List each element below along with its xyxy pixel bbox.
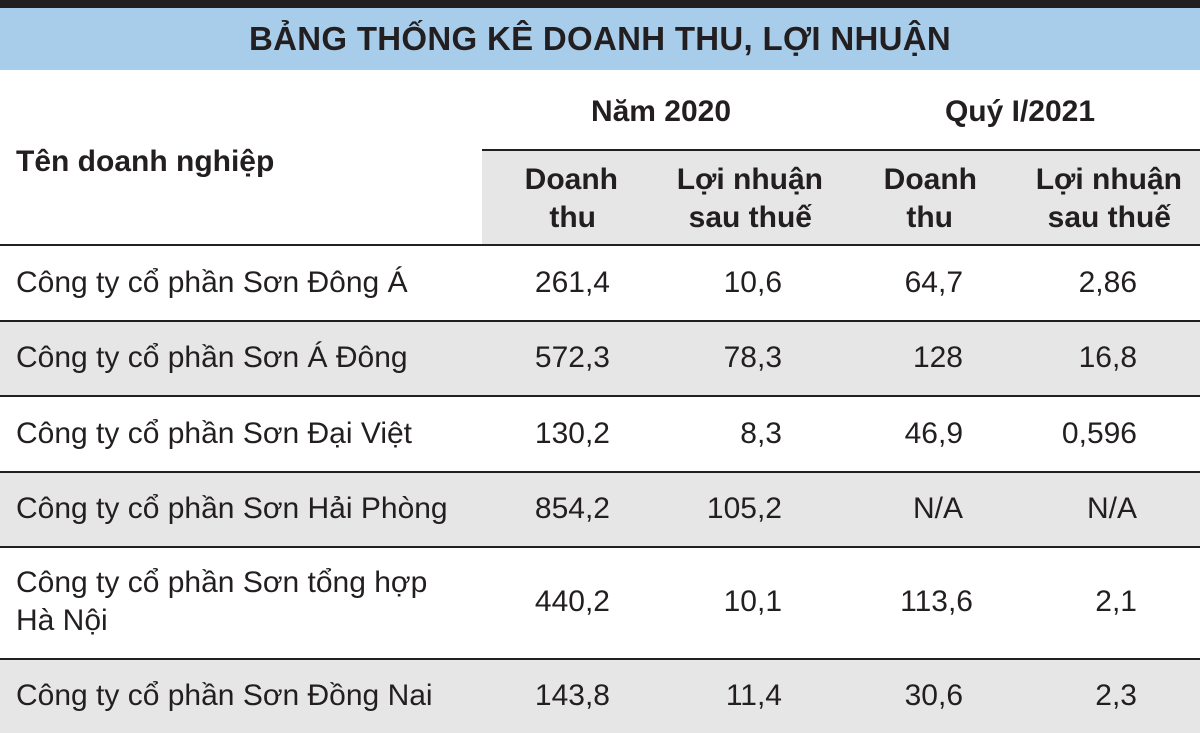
revenue-2020-header-line1: Doanh — [524, 163, 618, 196]
row-rule — [0, 546, 1200, 548]
profit-2020-cell: 10,1 — [723, 585, 782, 618]
revenue-2020-header-line2: thu — [549, 201, 596, 234]
profit-2020-cell: 11,4 — [725, 679, 782, 712]
revenue-2020-cell: 572,3 — [534, 341, 610, 374]
revenue-q1-header-line1: Doanh — [883, 163, 977, 196]
company-name: Công ty cổ phần Sơn Hải Phòng — [16, 492, 448, 525]
company-name-line2: Hà Nội — [16, 604, 108, 637]
group-header-rule — [482, 149, 1200, 151]
row-rule — [0, 320, 1200, 322]
profit-2020-cell: 8,3 — [740, 417, 782, 450]
profit-2020-header-line1: Lợi nhuận — [676, 163, 823, 196]
revenue-2020-cell: 440,2 — [534, 585, 610, 618]
profit-2020-cell: 105,2 — [706, 492, 782, 525]
company-name: Công ty cổ phần Sơn Đồng Nai — [16, 679, 433, 712]
revenue-q1-cell: 30,6 — [904, 679, 963, 712]
profit-q1-cell: 0,596 — [1061, 417, 1137, 450]
profit-q1-cell: 2,3 — [1095, 679, 1137, 712]
group-header-2020: Năm 2020 — [590, 95, 732, 128]
profit-q1-cell: N/A — [1086, 492, 1137, 525]
row-shade-4 — [0, 472, 1200, 546]
row-shade-2 — [0, 321, 1200, 395]
revenue-q1-cell: N/A — [912, 492, 963, 525]
profit-2020-cell: 78,3 — [723, 341, 782, 374]
table-title: BẢNG THỐNG KÊ DOANH THU, LỢI NHUẬN — [0, 8, 1200, 70]
company-column-header: Tên doanh nghiệp — [16, 145, 275, 178]
revenue-2020-cell: 854,2 — [534, 492, 610, 525]
revenue-2020-cell: 143,8 — [534, 679, 610, 712]
group-header-q1-2021: Quý I/2021 — [944, 95, 1096, 128]
row-rule — [0, 395, 1200, 397]
row-rule — [0, 658, 1200, 660]
profit-q1-header-line2: sau thuế — [1047, 201, 1171, 234]
subheader-shade — [482, 150, 1200, 245]
revenue-q1-cell: 64,7 — [904, 266, 963, 299]
row-shade-6 — [0, 659, 1200, 733]
revenue-q1-header-line2: thu — [906, 201, 953, 234]
company-name: Công ty cổ phần Sơn Đông Á — [16, 266, 408, 299]
revenue-q1-cell: 113,6 — [900, 585, 973, 618]
company-name: Công ty cổ phần Sơn tổng hợp — [16, 566, 428, 599]
revenue-q1-cell: 46,9 — [904, 417, 963, 450]
profit-q1-header-line1: Lợi nhuận — [1035, 163, 1182, 196]
profit-2020-cell: 10,6 — [723, 266, 782, 299]
profit-q1-cell: 16,8 — [1078, 341, 1137, 374]
company-name: Công ty cổ phần Sơn Á Đông — [16, 341, 408, 374]
top-rule — [0, 0, 1200, 8]
revenue-2020-cell: 261,4 — [534, 266, 610, 299]
profit-q1-cell: 2,86 — [1078, 266, 1137, 299]
company-name: Công ty cổ phần Sơn Đại Việt — [16, 417, 413, 450]
header-bottom-rule — [0, 244, 1200, 246]
revenue-2020-cell: 130,2 — [534, 417, 610, 450]
profit-2020-header-line2: sau thuế — [688, 201, 812, 234]
profit-q1-cell: 2,1 — [1095, 585, 1137, 618]
row-rule — [0, 471, 1200, 473]
revenue-q1-cell: 128 — [912, 341, 963, 374]
